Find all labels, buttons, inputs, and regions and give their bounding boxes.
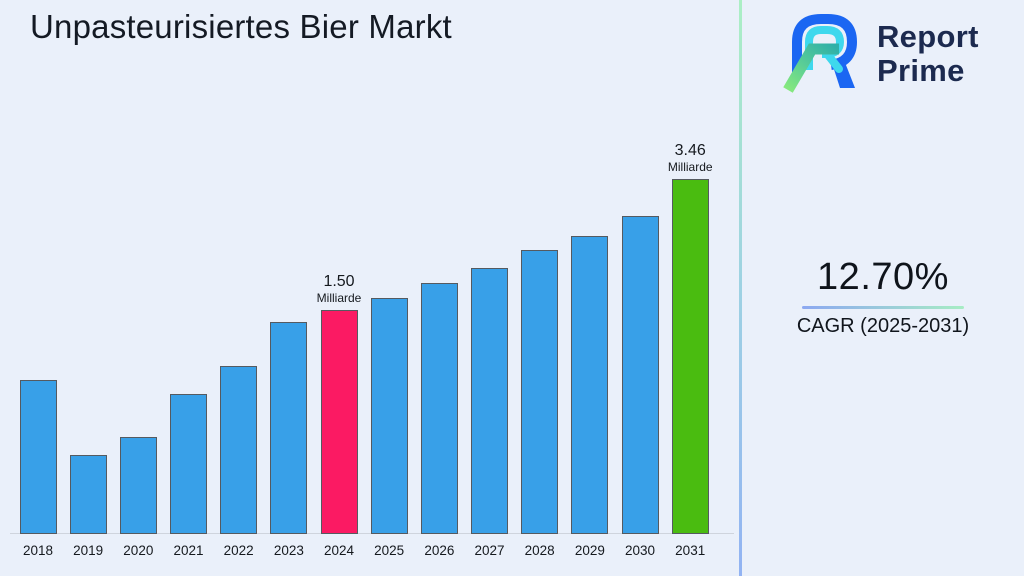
x-tick-2021: 2021 [173, 543, 204, 558]
bar-2022 [220, 366, 258, 534]
x-tick-2028: 2028 [524, 543, 555, 558]
page-title: Unpasteurisiertes Bier Markt [30, 8, 452, 45]
x-tick-2026: 2026 [424, 543, 455, 558]
bar-2020 [119, 437, 157, 534]
bar-2031 [671, 179, 709, 534]
bar-2019 [69, 455, 107, 534]
bar-2030 [621, 216, 659, 534]
bar-2025 [370, 298, 408, 534]
x-tick-2027: 2027 [474, 543, 505, 558]
x-tick-2031: 2031 [675, 543, 706, 558]
brand-name-line2: Prime [877, 52, 965, 88]
brand-name-line1: Report [877, 18, 979, 54]
cagr-underline [802, 306, 964, 309]
bar-2029 [571, 236, 609, 534]
bar-2024 [320, 310, 358, 534]
bar-annotation-2024: 1.50 Milliarde [316, 273, 362, 305]
bar-2026 [420, 283, 458, 534]
bar-2018 [19, 380, 57, 534]
cagr-label: CAGR (2025-2031) [796, 315, 970, 337]
x-tick-2020: 2020 [123, 543, 154, 558]
bar-2028 [521, 250, 559, 534]
x-tick-2024: 2024 [323, 543, 355, 558]
bar-2021 [170, 394, 207, 534]
x-tick-2025: 2025 [374, 543, 405, 558]
cagr-panel: 12.70% CAGR (2025-2031) [742, 256, 1024, 338]
cagr-value: 12.70% [817, 256, 949, 298]
x-tick-2022: 2022 [223, 543, 254, 558]
x-tick-2029: 2029 [574, 543, 605, 558]
x-tick-2018: 2018 [22, 543, 54, 558]
bar-annotation-2031: 3.46 Milliarde [667, 142, 713, 174]
bar-2023 [270, 322, 308, 534]
x-tick-2030: 2030 [625, 543, 656, 558]
x-tick-2019: 2019 [73, 543, 104, 558]
bar-2027 [471, 268, 509, 534]
bar-chart: 2018 2019 2020 2021 2022 2023 2024 1.50 Milliard… [10, 142, 734, 558]
report-prime-logo-icon [781, 8, 869, 99]
brand-logo: Report Prime [781, 8, 979, 99]
section-divider [739, 0, 742, 576]
x-tick-2023: 2023 [273, 543, 304, 558]
